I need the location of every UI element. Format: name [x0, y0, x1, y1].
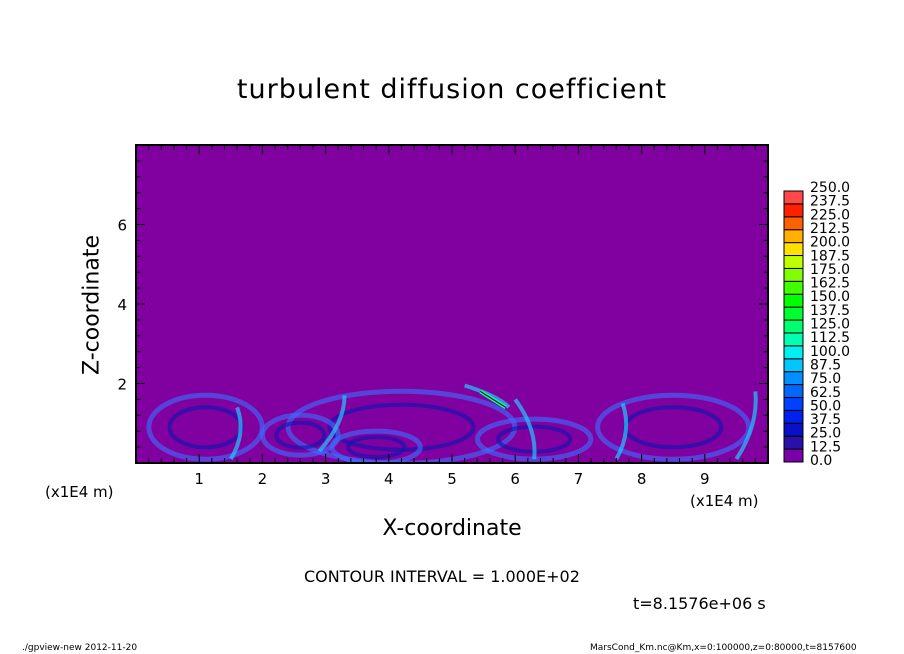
x-tick-label: 6 [510, 470, 520, 488]
colorbar-label: 137.5 [810, 303, 850, 319]
x-tick-label: 5 [447, 470, 457, 488]
colorbar-label: 250.0 [810, 180, 850, 196]
colorbar-swatch [783, 396, 804, 411]
colorbar-swatch [783, 280, 804, 295]
eddy [595, 392, 752, 462]
axes: 1 2 3 4 5 6 7 8 9 2 4 6 [117, 145, 769, 488]
x-tick-label: 4 [384, 470, 394, 488]
plume [513, 398, 537, 460]
plume [229, 406, 243, 461]
eddy-structures [146, 383, 758, 463]
colorbar-label: 112.5 [810, 330, 850, 346]
colorbar-label: 175.0 [810, 262, 850, 278]
colorbar-label: 0.0 [810, 453, 832, 469]
colorbar-swatch [783, 422, 804, 437]
colorbar-label: 225.0 [810, 207, 850, 223]
colorbar-label: 37.5 [810, 412, 841, 428]
eddy [474, 416, 594, 462]
colorbar-swatch [783, 203, 804, 218]
x-tick-label: 9 [700, 470, 710, 488]
colorbar-swatch [783, 255, 804, 269]
colorbar-label: 125.0 [810, 317, 850, 333]
colorbar: 0.012.525.037.550.062.575.087.5100.0112.… [783, 180, 850, 469]
colorbar-swatch [783, 358, 804, 373]
colorbar-swatch [783, 293, 804, 308]
footer-right: MarsCond_Km.nc@Km,x=0:100000,z=0:80000,t… [590, 643, 857, 653]
contour-line [480, 391, 506, 408]
chart-title: turbulent diffusion coefficient [236, 74, 668, 105]
x-tick-label: 7 [574, 470, 584, 488]
colorbar-label: 150.0 [810, 289, 850, 305]
colorbar-swatch [783, 229, 804, 244]
x-axis-label: X-coordinate [382, 516, 522, 541]
x-tick-label: 2 [258, 470, 268, 488]
colorbar-label: 162.5 [810, 276, 850, 292]
colorbar-swatch [783, 384, 804, 398]
colorbar-label: 237.5 [810, 194, 850, 210]
colorbar-label: 200.0 [810, 235, 850, 251]
colorbar-label: 212.5 [810, 221, 850, 237]
colorbar-swatch [783, 435, 804, 450]
colorbar-swatch [783, 345, 804, 360]
x-tick-label: 3 [321, 470, 331, 488]
colorbar-swatch [783, 190, 804, 205]
colorbar-swatch [783, 332, 804, 347]
footer-left: ./gpview-new 2012-11-20 [22, 643, 138, 653]
y-axis-label: Z-coordinate [79, 235, 105, 375]
y-tick-label: 2 [117, 376, 127, 394]
colorbar-swatch [783, 319, 804, 334]
time-label: t=8.1576e+06 s [633, 594, 766, 613]
eddy [146, 392, 265, 462]
colorbar-label: 12.5 [810, 439, 841, 455]
colorbar-swatch [783, 409, 804, 424]
colorbar-swatch [783, 216, 804, 231]
eddy [329, 428, 423, 463]
colorbar-label: 87.5 [810, 357, 841, 373]
plume [317, 395, 347, 453]
field-background [136, 145, 768, 463]
eddy-core [274, 420, 327, 450]
colorbar-swatch [783, 306, 804, 321]
heatmap-field [136, 145, 768, 463]
colorbar-label: 187.5 [810, 248, 850, 264]
colorbar-label: 25.0 [810, 426, 841, 442]
contour-interval: CONTOUR INTERVAL = 1.000E+02 [304, 567, 580, 586]
colorbar-label: 75.0 [810, 371, 841, 387]
eddy [260, 412, 341, 458]
colorbar-label: 100.0 [810, 344, 850, 360]
x-tick-label: 1 [194, 470, 204, 488]
colorbar-label: 62.5 [810, 385, 841, 401]
x-unit-right: (x1E4 m) [690, 492, 759, 510]
plume [464, 383, 511, 409]
colorbar-swatch [783, 371, 804, 386]
y-tick-label: 6 [117, 217, 127, 235]
eddy-core [346, 435, 407, 460]
colorbar-label: 50.0 [810, 398, 841, 414]
colorbar-swatch [783, 448, 804, 463]
x-unit-left: (x1E4 m) [45, 483, 114, 501]
plume [614, 402, 629, 461]
colorbar-swatch [783, 267, 804, 282]
colorbar-swatch [783, 242, 804, 257]
plume [734, 391, 758, 461]
x-tick-label: 8 [637, 470, 647, 488]
y-tick-label: 4 [117, 296, 127, 314]
